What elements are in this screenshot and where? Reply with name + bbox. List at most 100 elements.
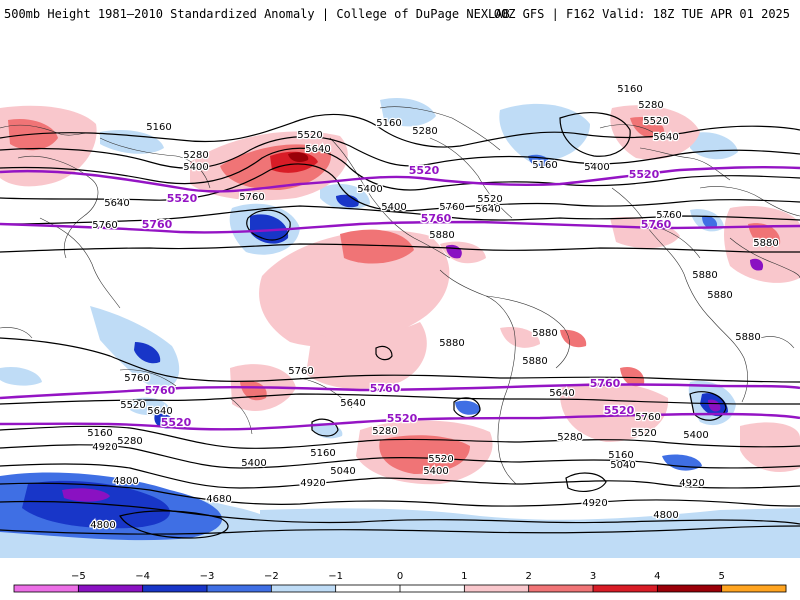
contour-label: 5160 [146,122,171,133]
pos-anomaly-east-pacific-fill [340,229,414,264]
neg-anomaly-south-pacific-fill [22,480,170,529]
pos-anomaly-s-pacific-fill [379,435,470,474]
neg-anomaly-europe-fill [690,132,738,160]
highlight-contour-label: 5760 [370,382,401,395]
colorbar-segment [657,585,723,592]
contour-label: 4680 [206,494,231,505]
neg-anomaly-small-fill [130,397,170,416]
contour-label: 4920 [300,478,325,489]
contour-label: 5280 [638,100,663,111]
coastline [485,295,570,369]
coastline [599,124,657,135]
coastline [699,186,800,217]
highlight-contours [0,165,800,431]
colorbar-tick-label: −3 [200,571,215,582]
contour-label: 5400 [683,430,708,441]
pos-anomaly-europe-fill [630,116,665,138]
contour-label: 5040 [330,466,355,477]
colorbar-segment [593,585,658,592]
highlight-contour [0,220,800,234]
contour-label: 5760 [92,220,117,231]
height-contour [0,425,800,449]
coastline [329,137,451,259]
height-contour [0,113,800,148]
neg-anomaly-s-america-fill [134,342,161,364]
contour-label: 5520 [477,194,502,205]
pos-anomaly-east-pacific-fill [259,230,450,347]
pos-anomaly-africa-fill [610,216,680,249]
height-contour [0,136,800,169]
colorbar-tick-label: 5 [718,571,724,582]
coastline [439,269,517,485]
contour-label: 5160 [608,450,633,461]
colorbar-tick-label: 4 [654,571,660,582]
pos-anomaly-aleutian-fill [288,152,309,162]
contour-label: 5640 [147,406,172,417]
colorbar-tick-label: −1 [328,571,343,582]
contour-label: 5640 [104,198,129,209]
neg-anomaly-indian-fill [708,399,721,412]
contour-label: 5880 [707,290,732,301]
map-frame[interactable]: 5160 5280 5400 5520 5640 5760 5760 5520 5640 5400… [0,38,800,558]
contour-label: 5880 [429,230,454,241]
contour-label: 4920 [679,478,704,489]
coastline [39,217,121,309]
contour-label: 5280 [372,426,397,437]
contour-label: 5520 [120,400,145,411]
run-info: 00Z GFS | F162 Valid: 18Z TUE APR 01 202… [493,7,790,21]
contour-label: 5760 [239,192,264,203]
highlight-contour-label: 5520 [161,416,192,429]
contour-label: 5880 [522,356,547,367]
pos-anomaly-sahara-fill [750,258,764,271]
contour-label: 5400 [381,202,406,213]
contour-label: 5880 [735,332,760,343]
anomaly-shading [0,97,800,558]
coastline [0,327,33,339]
neg-anomaly-canada-fill [380,97,436,127]
contour-label: 5760 [288,366,313,377]
contour-label: 5280 [183,150,208,161]
contour-label: 5880 [532,328,557,339]
pos-anomaly-australia-fill [240,380,267,401]
colorbar-svg: −5 −4 −3 −2 −1 0 1 2 3 4 5 [13,571,787,593]
contour-label: 5400 [183,162,208,173]
neg-anomaly-mideast-fill [702,215,718,229]
height-contour [0,243,800,253]
contour-label: 5760 [656,210,681,221]
height-contour [375,345,393,361]
contour-label: 5760 [124,373,149,384]
colorbar-segment [78,585,144,592]
contour-label: 5880 [439,338,464,349]
height-contour [0,205,800,225]
coastline [99,137,211,189]
contour-label: 5160 [376,118,401,129]
pos-anomaly-s-atlantic-fill [560,329,587,348]
coastline [611,187,748,403]
contour-label: 5400 [584,162,609,173]
contour-label: 4800 [90,520,115,531]
colorbar-segment [142,585,208,592]
colorbar-tick-label: 3 [590,571,596,582]
contour-label: 5760 [635,412,660,423]
height-contour [0,500,800,525]
highlight-contour-label: 5760 [590,377,621,390]
highlight-contour [0,383,800,400]
neg-anomaly-small-fill [154,413,175,429]
height-contour [0,463,800,489]
contour-label: 4800 [653,510,678,521]
colorbar-segment [14,585,79,592]
coastline [759,336,795,349]
contour-label: 5160 [532,160,557,171]
pos-anomaly-south-pacific-fill [306,322,427,389]
pos-anomaly-mideast-fill [748,223,781,248]
contour-label: 5520 [428,454,453,465]
highlight-contour-label: 5760 [641,218,672,231]
contour-label: 5400 [357,184,382,195]
neg-anomaly-n-pacific-fill [100,129,164,154]
height-contour [0,482,800,507]
pos-anomaly-s-atlantic-fill [500,326,540,348]
coastline [229,397,253,435]
neg-anomaly-pacific-low-fill [250,214,289,244]
contour-label: 5640 [549,388,574,399]
